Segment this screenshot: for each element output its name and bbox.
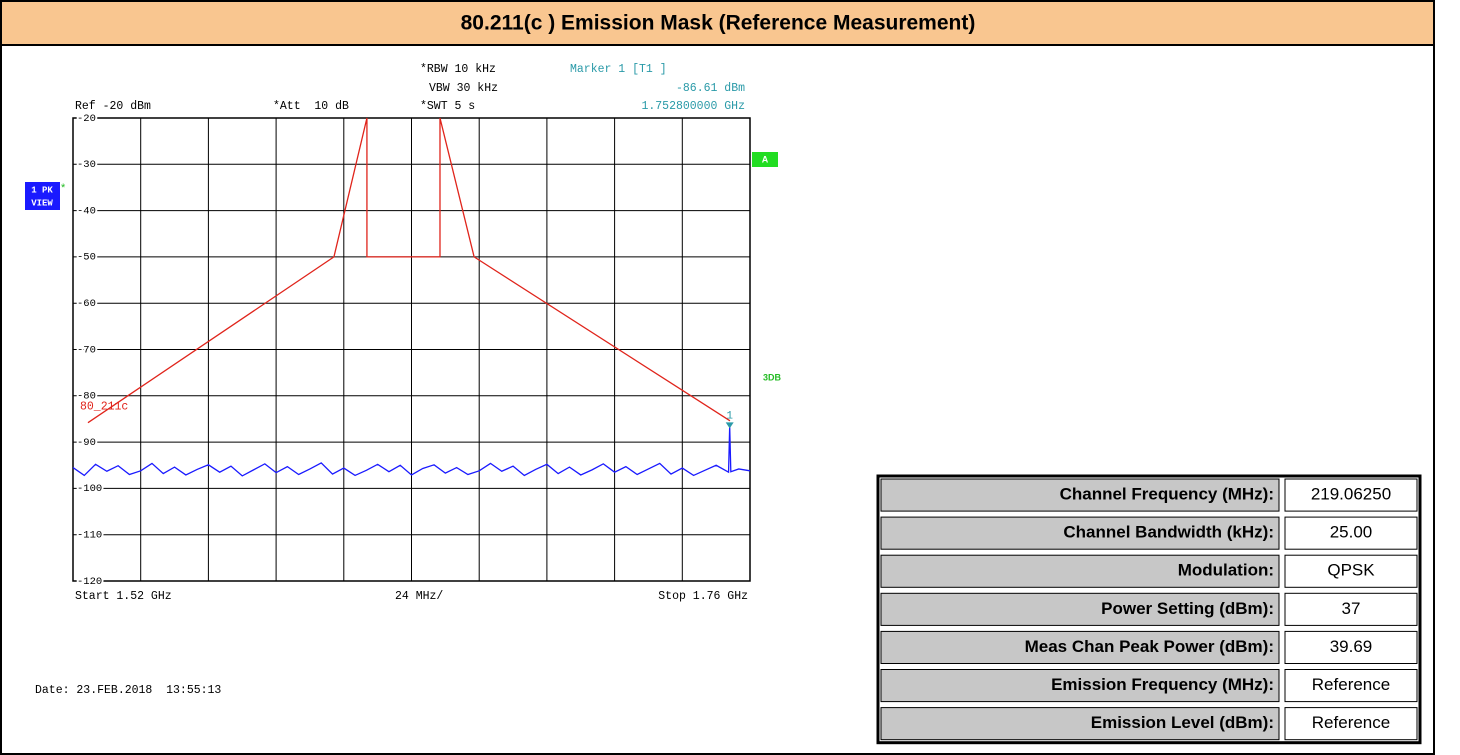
y-tick-label: -70	[77, 344, 96, 356]
rbw: *RBW 10 kHz	[420, 63, 496, 76]
display-3db: 3DB	[763, 372, 782, 382]
row-label: Modulation:	[1178, 561, 1274, 580]
trace-label: 1 PK	[31, 185, 53, 195]
y-tick-label: -60	[77, 298, 96, 310]
label-cell	[880, 554, 1280, 588]
y-tick-label: -50	[77, 252, 96, 264]
row-value: Reference	[1312, 675, 1390, 694]
row-value: Reference	[1312, 713, 1390, 732]
trace-box	[25, 182, 60, 210]
label-cell	[880, 516, 1280, 550]
y-tick-label: -100	[77, 483, 102, 495]
value-cell	[1284, 478, 1418, 512]
label-cell	[880, 478, 1280, 512]
label-cell	[880, 630, 1280, 665]
marker-title: Marker 1 [T1 ]	[570, 63, 667, 76]
row-value: 39.69	[1330, 637, 1373, 656]
value-cell	[1284, 592, 1418, 626]
series-line	[72, 426, 751, 477]
value-cell	[1284, 707, 1418, 741]
start-freq: Start 1.52 GHz	[75, 590, 172, 603]
y-tick-label: -30	[77, 159, 96, 171]
ref-level: Ref -20 dBm	[75, 100, 151, 113]
marker-freq: 1.752800000 GHz	[641, 100, 745, 113]
row-value: QPSK	[1327, 561, 1375, 580]
y-tick-label: -90	[77, 437, 96, 449]
row-value: 25.00	[1330, 523, 1373, 542]
stop-freq: Stop 1.76 GHz	[658, 590, 748, 603]
y-tick-label: -20	[77, 113, 96, 125]
trace-flag: *	[61, 182, 66, 194]
value-cell	[1284, 669, 1418, 703]
row-label: Emission Level (dBm):	[1091, 713, 1274, 732]
label-cell	[880, 669, 1280, 703]
display-a: A	[762, 154, 769, 164]
row-label: Channel Frequency (MHz):	[1060, 485, 1274, 504]
marker-label: 1	[726, 410, 733, 422]
vbw: VBW 30 kHz	[429, 82, 498, 95]
row-label: Power Setting (dBm):	[1101, 599, 1274, 618]
title: 80.211(c ) Emission Mask (Reference Meas…	[461, 12, 976, 35]
marker	[725, 422, 734, 429]
y-tick-label: -80	[77, 391, 96, 403]
attenuation: *Att 10 dB	[273, 100, 349, 113]
label-cell	[880, 592, 1280, 626]
y-tick-label: -120	[77, 576, 102, 588]
row-label: Emission Frequency (MHz):	[1051, 675, 1274, 694]
label-cell	[880, 707, 1280, 741]
value-cell	[1284, 554, 1418, 588]
row-value: 37	[1342, 599, 1361, 618]
row-value: 219.06250	[1311, 485, 1391, 504]
series-line	[87, 117, 731, 424]
info-table: Channel Frequency (MHz): 219.06250 Channel…	[876, 474, 1422, 745]
row-label: Channel Bandwidth (kHz):	[1063, 523, 1274, 542]
plot: -20 -30 -40 -50 -60 -70 -80 -90 -100 -110 -120 80_2…	[72, 111, 751, 590]
y-tick-label: -110	[77, 529, 102, 541]
swt: *SWT 5 s	[420, 100, 475, 113]
y-tick-label: -40	[77, 205, 96, 217]
display-a-box	[752, 152, 778, 167]
series-label: 80_211c	[80, 401, 128, 414]
marker-level: -86.61 dBm	[676, 82, 745, 95]
span-div: 24 MHz/	[395, 590, 443, 603]
title-bar	[0, 0, 1435, 46]
value-cell	[1284, 630, 1418, 665]
row-label: Meas Chan Peak Power (dBm):	[1025, 637, 1274, 656]
date: Date: 23.FEB.2018 13:55:13	[35, 684, 221, 697]
trace-label: VIEW	[31, 198, 53, 208]
value-cell	[1284, 516, 1418, 550]
